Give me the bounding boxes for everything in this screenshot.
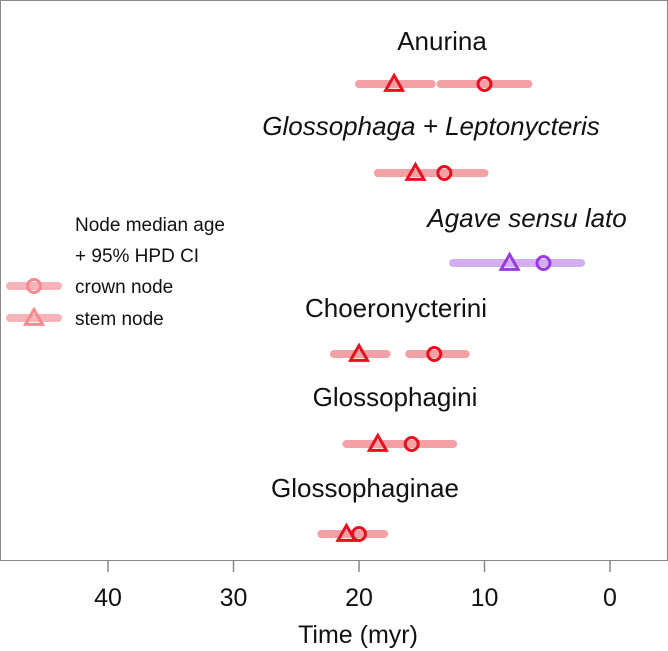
group-0: Anurina <box>355 26 533 92</box>
legend-entry-1: stem node <box>6 306 164 330</box>
stem-node-marker <box>366 432 389 452</box>
x-tick-label-2: 20 <box>345 584 373 612</box>
x-tick-label-3: 10 <box>471 584 499 612</box>
crown-node-marker <box>535 255 552 271</box>
crown-node-marker <box>426 346 443 362</box>
stem-node-marker <box>347 342 371 362</box>
group-4: Glossophagini <box>313 382 478 452</box>
legend: Node median age + 95% HPD CI crown node s… <box>6 215 225 330</box>
series-groups: Anurina Glossophaga + Leptonycteris Agave … <box>262 26 627 542</box>
legend-crown-marker <box>26 278 42 294</box>
legend-title-line1: Node median age <box>75 215 225 236</box>
group-label: Glossophagini <box>313 382 478 412</box>
stem-node-marker <box>404 161 427 181</box>
legend-entry-label: stem node <box>75 309 164 330</box>
stem-node-marker <box>383 72 406 92</box>
legend-entry-label: crown node <box>75 277 173 298</box>
legend-entry-0: crown node <box>6 277 173 298</box>
crown-node-marker <box>476 76 493 92</box>
group-1: Glossophaga + Leptonycteris <box>262 111 600 181</box>
group-5: Glossophaginae <box>271 473 459 542</box>
legend-entries: crown node stem node <box>6 277 173 330</box>
legend-title-line2: + 95% HPD CI <box>75 246 199 267</box>
crown-node-marker <box>403 436 420 452</box>
stem-node-marker <box>498 251 521 271</box>
legend-stem-marker <box>22 306 46 326</box>
group-label: Glossophaginae <box>271 473 459 503</box>
x-tick-label-1: 30 <box>220 584 248 612</box>
group-label: Anurina <box>397 26 487 56</box>
group-2: Agave sensu lato <box>425 203 627 271</box>
group-label: Agave sensu lato <box>425 203 626 233</box>
x-tick-label-4: 0 <box>603 584 617 612</box>
stem-node-marker <box>335 522 358 542</box>
group-3: Choeronycterini <box>305 293 487 362</box>
crown-node-marker <box>436 165 453 181</box>
x-axis-label: Time (myr) <box>298 621 418 649</box>
x-tick-label-0: 40 <box>94 584 122 612</box>
group-label: Glossophaga + Leptonycteris <box>262 111 600 141</box>
group-label: Choeronycterini <box>305 293 487 323</box>
x-axis: 40 30 20 10 0 <box>94 561 617 612</box>
